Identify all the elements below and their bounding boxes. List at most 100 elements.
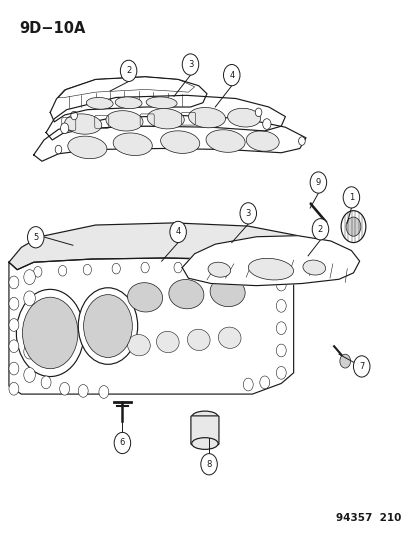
Text: 4: 4 (228, 70, 234, 79)
Text: 5: 5 (33, 233, 38, 242)
Circle shape (59, 382, 69, 395)
Circle shape (223, 64, 240, 86)
Circle shape (120, 60, 137, 82)
Circle shape (255, 108, 261, 117)
Circle shape (206, 262, 215, 273)
Ellipse shape (68, 136, 107, 159)
Ellipse shape (146, 97, 177, 109)
Ellipse shape (248, 259, 293, 280)
Circle shape (114, 432, 131, 454)
Polygon shape (9, 223, 318, 270)
Polygon shape (46, 95, 285, 140)
Text: 9: 9 (315, 178, 320, 187)
Ellipse shape (169, 279, 203, 309)
Ellipse shape (147, 109, 184, 129)
Ellipse shape (64, 114, 102, 134)
Ellipse shape (191, 438, 218, 449)
Ellipse shape (206, 130, 244, 152)
Ellipse shape (160, 131, 199, 154)
Ellipse shape (127, 335, 150, 356)
Circle shape (22, 297, 78, 369)
Circle shape (169, 221, 186, 243)
Circle shape (275, 322, 285, 335)
Circle shape (24, 291, 35, 306)
Ellipse shape (227, 108, 260, 127)
Circle shape (83, 264, 91, 275)
Circle shape (9, 382, 19, 395)
Ellipse shape (191, 411, 218, 423)
Text: 7: 7 (358, 362, 363, 371)
Circle shape (298, 137, 304, 146)
Circle shape (173, 262, 182, 273)
Circle shape (345, 217, 360, 236)
Circle shape (71, 111, 77, 120)
Polygon shape (33, 116, 305, 161)
Circle shape (9, 362, 19, 375)
Ellipse shape (106, 111, 142, 131)
Circle shape (17, 289, 84, 376)
Circle shape (24, 344, 35, 359)
Circle shape (41, 376, 51, 389)
Ellipse shape (113, 133, 152, 156)
Text: 2: 2 (317, 225, 322, 234)
Circle shape (78, 384, 88, 397)
Ellipse shape (208, 262, 230, 277)
Text: 4: 4 (175, 228, 180, 237)
Ellipse shape (187, 329, 209, 351)
Circle shape (24, 368, 35, 382)
Ellipse shape (210, 277, 244, 306)
Circle shape (235, 263, 244, 274)
Ellipse shape (246, 131, 278, 151)
Circle shape (262, 119, 270, 130)
Circle shape (342, 187, 359, 208)
Circle shape (275, 278, 285, 291)
FancyBboxPatch shape (190, 416, 218, 445)
Polygon shape (182, 236, 359, 286)
Text: 2: 2 (126, 67, 131, 75)
Circle shape (240, 203, 256, 224)
Circle shape (27, 227, 44, 248)
Text: 8: 8 (206, 460, 211, 469)
Circle shape (275, 367, 285, 379)
Polygon shape (9, 258, 293, 394)
Circle shape (340, 211, 365, 243)
Text: 3: 3 (245, 209, 250, 218)
Circle shape (260, 265, 268, 276)
Circle shape (33, 266, 42, 277)
Circle shape (58, 265, 66, 276)
Text: 9D−10A: 9D−10A (19, 21, 85, 36)
Circle shape (78, 288, 138, 365)
Circle shape (24, 270, 35, 285)
Circle shape (311, 219, 328, 240)
Circle shape (9, 340, 19, 353)
Text: 3: 3 (188, 60, 193, 69)
Circle shape (83, 295, 132, 358)
Circle shape (99, 385, 109, 398)
Circle shape (9, 297, 19, 310)
Circle shape (353, 356, 369, 377)
Ellipse shape (218, 327, 240, 349)
Ellipse shape (115, 97, 142, 109)
Circle shape (275, 300, 285, 312)
Text: 6: 6 (119, 439, 125, 448)
Circle shape (60, 123, 69, 134)
Circle shape (141, 262, 149, 273)
Circle shape (55, 146, 62, 154)
Ellipse shape (127, 282, 162, 312)
Circle shape (259, 376, 269, 389)
Circle shape (309, 172, 326, 193)
Circle shape (275, 344, 285, 357)
Circle shape (200, 454, 217, 475)
Circle shape (9, 276, 19, 289)
Text: 1: 1 (348, 193, 353, 202)
Ellipse shape (188, 108, 225, 128)
Circle shape (243, 378, 253, 391)
Circle shape (112, 263, 120, 274)
Text: 94357  210: 94357 210 (335, 513, 400, 523)
Polygon shape (50, 77, 206, 122)
Circle shape (9, 319, 19, 332)
Circle shape (339, 354, 350, 368)
Ellipse shape (302, 260, 325, 275)
Ellipse shape (86, 98, 113, 109)
Ellipse shape (156, 332, 179, 353)
